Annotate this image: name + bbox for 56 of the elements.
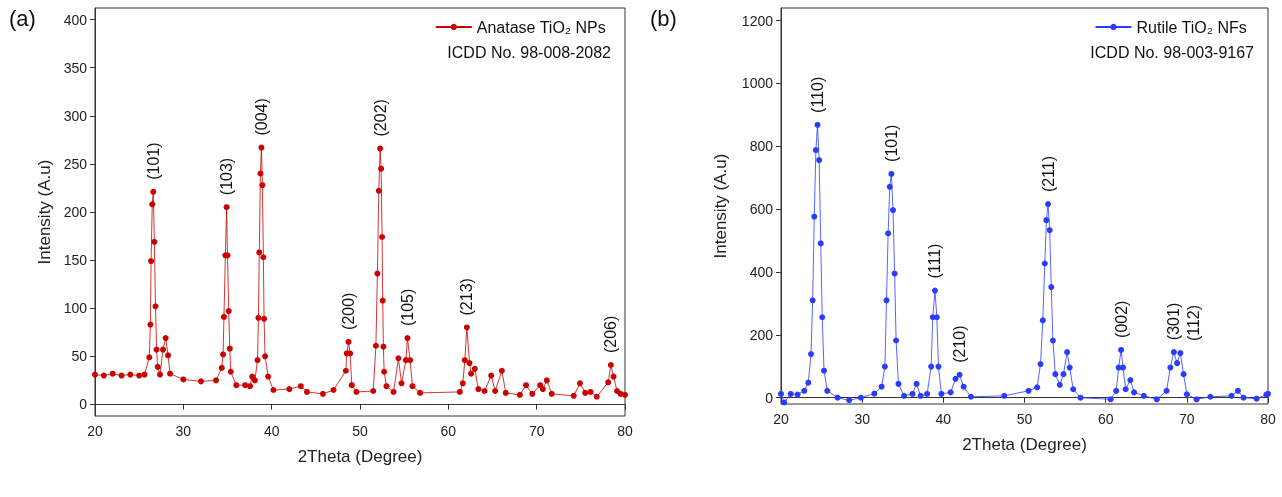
x-tick-label: 40 <box>935 411 952 427</box>
annotation: (101) <box>882 124 900 162</box>
y-tick-label: 400 <box>63 11 88 28</box>
x-tick-label: 80 <box>617 423 633 439</box>
annotation: ICDD No. 98-008-2082 <box>447 43 612 61</box>
y-tick-label: 300 <box>63 107 88 124</box>
annotation: (202) <box>371 99 389 137</box>
legend-label: Anatase TiO₂ NPs <box>476 18 606 36</box>
y-tick-label: 0 <box>765 389 774 406</box>
x-tick-label: 50 <box>352 423 368 439</box>
x-tick-label: 20 <box>87 423 103 439</box>
annotation: (200) <box>340 292 358 330</box>
x-tick-label: 30 <box>175 423 192 439</box>
y-tick-label: 100 <box>63 300 88 317</box>
y-tick-label: 50 <box>71 348 88 365</box>
x-tick-label: 50 <box>1016 411 1033 427</box>
annotation: (206) <box>602 315 620 353</box>
annotation: (110) <box>809 76 827 113</box>
y-tick-label: 800 <box>749 138 774 155</box>
annotation: (002) <box>1112 300 1130 338</box>
x-tick-label: 40 <box>263 423 280 439</box>
y-tick-label: 200 <box>63 204 88 220</box>
annotation: ICDD No. 98-003-9167 <box>1090 43 1255 61</box>
x-tick-label: 70 <box>528 423 545 439</box>
annotation: (105) <box>398 288 416 327</box>
annotation: (211) <box>1039 155 1057 193</box>
x-tick-label: 80 <box>1260 411 1276 427</box>
x-tick-label: 60 <box>1097 411 1114 427</box>
annotation: (210) <box>951 325 969 363</box>
x-axis-title: 2Theta (Degree) <box>297 447 423 466</box>
y-tick-label: 150 <box>63 252 88 269</box>
y-tick-label: 1200 <box>741 12 774 29</box>
x-tick-label: 70 <box>1179 411 1195 427</box>
y-tick-label: 0 <box>79 396 88 413</box>
x-tick-label: 60 <box>440 423 457 439</box>
annotation: (111) <box>926 243 944 279</box>
annotation: (301) <box>1165 302 1183 341</box>
annotation: (103) <box>218 157 236 196</box>
annotation: (112) <box>1185 304 1203 342</box>
y-tick-label: 350 <box>63 59 88 76</box>
y-tick-label: 1000 <box>741 75 774 92</box>
y-tick-label: 250 <box>63 155 88 172</box>
y-tick-label: 200 <box>749 326 774 343</box>
chart-title: (b) <box>650 5 677 31</box>
y-tick-label: 600 <box>749 201 774 218</box>
annotation: (101) <box>144 142 162 180</box>
annotation: (213) <box>458 278 476 316</box>
legend-label: Rutile TiO₂ NFs <box>1136 18 1247 36</box>
y-axis-title: Intensity (A.u) <box>711 153 730 259</box>
x-axis-title: 2Theta (Degree) <box>962 435 1087 454</box>
x-tick-label: 30 <box>854 411 871 427</box>
y-axis-title: Intensity (A.u) <box>34 159 54 265</box>
x-tick-label: 20 <box>773 411 789 427</box>
y-tick-label: 400 <box>749 264 774 280</box>
annotation: (004) <box>252 98 270 136</box>
chart-title: (a) <box>9 5 36 31</box>
